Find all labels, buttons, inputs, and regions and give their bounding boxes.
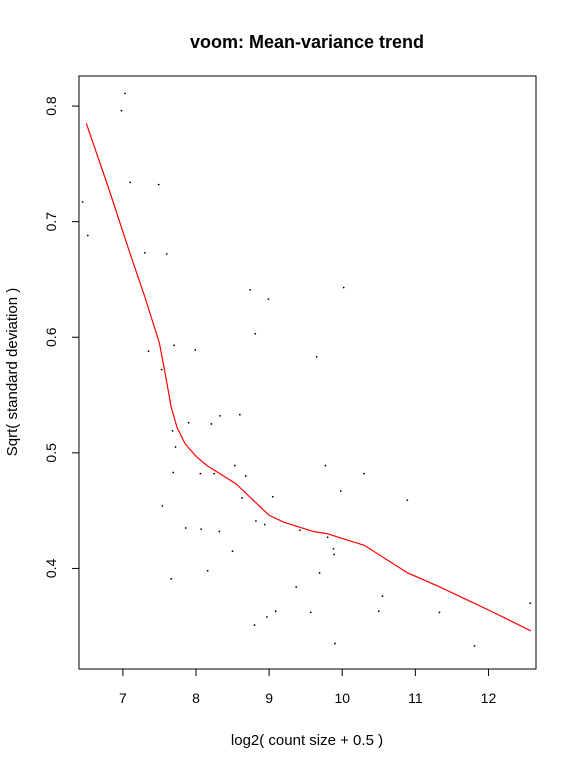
x-axis-label: log2( count size + 0.5 ) — [231, 732, 383, 749]
data-point — [147, 350, 150, 353]
x-axis: 7 8 9 10 11 12 — [119, 668, 497, 706]
y-tick-label: 0.5 — [43, 443, 59, 463]
y-tick-label: 0.8 — [43, 96, 59, 116]
y-tick-label: 0.6 — [43, 327, 59, 347]
data-point — [172, 471, 175, 474]
x-tick-label: 10 — [334, 690, 350, 706]
data-point — [174, 446, 177, 448]
data-point — [143, 251, 146, 254]
data-points — [81, 92, 532, 647]
data-point — [309, 611, 312, 614]
data-point — [333, 553, 336, 556]
data-point — [529, 602, 532, 605]
y-tick-label: 0.7 — [43, 212, 59, 232]
data-point — [173, 344, 175, 347]
data-point — [165, 253, 168, 255]
data-point — [315, 355, 318, 358]
data-point — [334, 642, 336, 645]
data-point — [381, 595, 384, 598]
data-point — [377, 610, 380, 613]
data-point — [253, 624, 256, 626]
y-tick-label: 0.4 — [43, 558, 59, 578]
data-point — [473, 644, 476, 647]
x-tick-label: 8 — [192, 690, 200, 706]
data-point — [86, 234, 89, 237]
data-point — [339, 490, 342, 492]
data-point — [244, 475, 247, 477]
data-point — [238, 413, 241, 416]
data-point — [184, 527, 187, 529]
data-point — [267, 298, 270, 300]
data-point — [266, 616, 268, 618]
data-point — [160, 368, 163, 371]
data-point — [263, 523, 266, 526]
data-point — [295, 586, 298, 588]
chart-title: voom: Mean-variance trend — [190, 32, 424, 52]
data-point — [199, 472, 202, 475]
data-point — [318, 572, 321, 574]
data-point — [406, 499, 409, 502]
data-point — [157, 183, 160, 186]
data-point — [274, 610, 277, 613]
data-point — [124, 92, 126, 95]
y-axis-label: Sqrt( standard deviation ) — [4, 288, 21, 456]
data-point — [210, 423, 213, 425]
x-tick-label: 12 — [481, 690, 497, 706]
data-point — [233, 464, 236, 467]
data-point — [326, 536, 329, 539]
data-point — [213, 472, 216, 475]
data-point — [194, 349, 197, 351]
x-tick-label: 9 — [265, 690, 273, 706]
data-point — [218, 530, 221, 533]
data-point — [81, 201, 84, 203]
data-point — [161, 505, 164, 507]
data-point — [342, 286, 345, 289]
data-point — [363, 472, 366, 475]
data-point — [271, 495, 274, 498]
data-point — [120, 109, 123, 112]
trend-layer — [85, 123, 532, 632]
data-point — [206, 569, 209, 572]
trend-line — [85, 123, 532, 632]
y-axis: 0.4 0.5 0.6 0.7 0.8 — [43, 96, 80, 578]
data-point — [249, 288, 252, 291]
data-point — [171, 429, 174, 432]
data-point — [129, 181, 132, 184]
data-point — [324, 464, 327, 467]
data-point — [254, 332, 257, 335]
data-point — [219, 414, 222, 417]
data-point — [332, 547, 335, 550]
data-point — [241, 497, 243, 499]
data-point — [255, 520, 257, 522]
data-point — [187, 421, 190, 424]
x-tick-label: 7 — [119, 690, 127, 706]
data-point — [170, 577, 173, 580]
data-point — [438, 611, 441, 614]
data-point — [200, 528, 203, 531]
data-point — [231, 550, 234, 552]
data-point — [298, 529, 301, 532]
x-tick-label: 11 — [408, 690, 423, 706]
